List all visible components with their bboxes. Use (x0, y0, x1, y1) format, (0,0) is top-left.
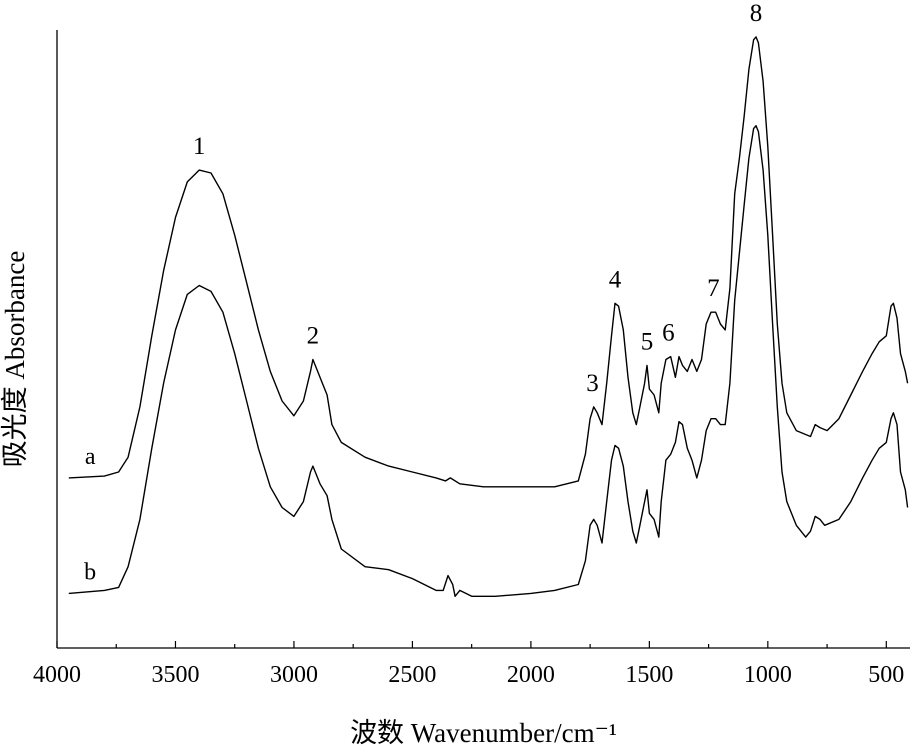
axes (56, 30, 910, 649)
x-tick-label: 2500 (388, 662, 436, 688)
x-tick-label: 4000 (33, 662, 81, 688)
x-tick-label: 500 (868, 662, 904, 688)
series-curve-b (68, 125, 909, 597)
series-label-b: b (84, 559, 96, 585)
x-axis-ticks: 4000 3500 3000 2500 2000 1500 1000 500 (33, 641, 904, 688)
x-axis-title: 波数 Wavenumber/cm⁻¹ (350, 718, 617, 748)
peak-label-6: 6 (662, 320, 675, 347)
peak-label-5: 5 (641, 328, 654, 355)
series-label-a: a (85, 444, 96, 470)
x-tick-label: 3500 (151, 662, 199, 688)
peak-label-8: 8 (750, 0, 763, 27)
series-labels: ab (84, 444, 96, 585)
peak-label-4: 4 (609, 266, 622, 293)
series-curve-a (68, 36, 909, 488)
x-tick-label: 1500 (625, 662, 673, 688)
peak-label-7: 7 (707, 275, 720, 302)
peak-label-2: 2 (307, 323, 320, 350)
x-tick-label: 1000 (744, 662, 792, 688)
x-tick-label: 2000 (507, 662, 555, 688)
y-axis-title: 吸光度 Absorbance (0, 251, 30, 468)
peak-label-3: 3 (586, 370, 599, 397)
x-tick-label: 3000 (270, 662, 318, 688)
peak-labels: 1 2 3 4 5 6 7 8 (193, 0, 762, 397)
peak-label-1: 1 (193, 133, 206, 160)
spectrum-curves (68, 36, 909, 597)
